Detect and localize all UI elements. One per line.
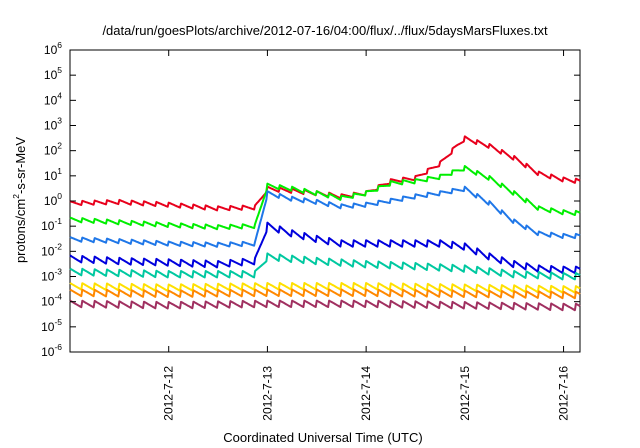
series-line-8: [69, 299, 581, 312]
y-tick-label: 106: [44, 40, 62, 57]
y-tick-label: 10-3: [41, 267, 62, 284]
series-line-2: [69, 165, 581, 231]
series-line-6: [69, 282, 581, 294]
x-tick-label: 2012-7-15: [458, 366, 472, 421]
x-tick-label: 2012-7-12: [162, 366, 176, 421]
y-tick-label: 10-2: [41, 241, 62, 258]
series-line-7: [69, 288, 581, 300]
svg-text:protons/cm2-s-sr-MeV: protons/cm2-s-sr-MeV: [11, 137, 28, 263]
series-line-1: [69, 135, 581, 212]
x-axis-label: Coordinated Universal Time (UTC): [223, 430, 422, 445]
x-tick-label: 2012-7-14: [359, 366, 373, 421]
y-tick-label: 105: [44, 65, 62, 82]
x-tick-label: 2012-7-16: [557, 366, 571, 421]
y-axis-label: protons/cm2-s-sr-MeV: [11, 137, 28, 263]
y-axis: 10-6 10-5 10-4 10-3 10-2 10-1 100 101 102 103 104 1…: [41, 40, 580, 359]
y-axis-label-rest: -s-sr-MeV: [13, 137, 28, 194]
y-axis-label-base: protons/cm: [13, 199, 28, 263]
y-axis-label-sup: 2: [11, 194, 21, 199]
y-tick-label: 104: [44, 90, 62, 107]
series-layer: [69, 135, 581, 312]
y-tick-label: 10-4: [41, 292, 62, 309]
x-tick-label: 2012-7-13: [260, 366, 274, 421]
y-tick-label: 101: [44, 166, 62, 183]
series-line-4: [69, 221, 581, 274]
y-tick-label: 10-1: [41, 216, 62, 233]
chart-title: /data/run/goesPlots/archive/2012-07-16/0…: [102, 23, 548, 38]
plot-frame: [69, 49, 581, 353]
y-tick-label: 102: [44, 141, 62, 158]
series-line-3: [69, 185, 581, 248]
series-line-5: [69, 252, 581, 281]
y-tick-label: 100: [44, 191, 62, 208]
y-tick-label: 103: [44, 116, 62, 133]
y-tick-label: 10-6: [41, 342, 62, 359]
x-axis: 2012-7-12 2012-7-13 2012-7-14 2012-7-15 2012…: [162, 50, 571, 421]
y-tick-label: 10-5: [41, 317, 62, 334]
